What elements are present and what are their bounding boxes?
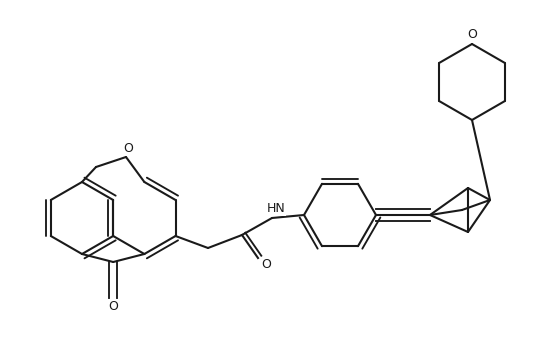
Text: O: O <box>123 141 133 155</box>
Text: O: O <box>261 257 271 271</box>
Text: O: O <box>467 28 477 42</box>
Text: O: O <box>108 299 118 313</box>
Text: HN: HN <box>267 201 285 215</box>
